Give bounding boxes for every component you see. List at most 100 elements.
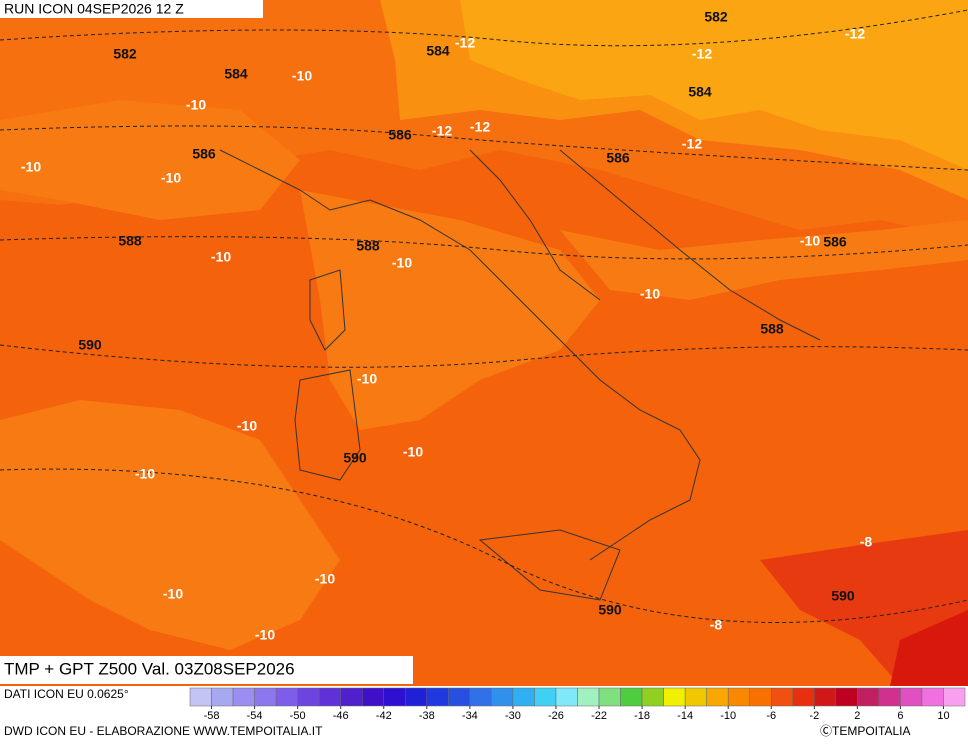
map-title: TMP + GPT Z500 Val. 03Z08SEP2026 xyxy=(4,659,295,678)
scale-tick-label: -22 xyxy=(591,710,607,722)
scale-box xyxy=(211,687,234,707)
scale-box xyxy=(232,687,255,707)
scale-box xyxy=(448,687,471,707)
scale-box xyxy=(835,687,858,707)
scale-box xyxy=(383,687,406,707)
scale-box xyxy=(491,687,514,707)
scale-box xyxy=(641,687,664,707)
scale-tick-label: 2 xyxy=(854,710,860,722)
scale-box xyxy=(598,687,621,707)
temperature-label: -8 xyxy=(860,534,873,550)
scale-box xyxy=(771,687,794,707)
geopotential-label: 586 xyxy=(606,150,630,166)
coastline xyxy=(469,149,601,301)
balkan-patch xyxy=(560,220,968,300)
temperature-label: -10 xyxy=(237,418,257,434)
scale-box xyxy=(620,687,643,707)
scale-box xyxy=(921,687,944,707)
scale-box xyxy=(943,687,966,707)
geopotential-label: 590 xyxy=(598,602,622,618)
geopotential-label: 586 xyxy=(823,234,847,250)
scale-box xyxy=(318,687,341,707)
temperature-label: -12 xyxy=(455,35,475,51)
geopotential-label: 588 xyxy=(760,321,784,337)
title-box xyxy=(0,656,413,684)
brand: ⒸTEMPOITALIA xyxy=(820,724,910,738)
scale-tick-label: -58 xyxy=(204,710,220,722)
geopotential-label: 588 xyxy=(118,233,142,249)
scale-box xyxy=(254,687,277,707)
scale-tick-label: -42 xyxy=(376,710,392,722)
temperature-label: -10 xyxy=(403,444,423,460)
scale-tick-label: -2 xyxy=(809,710,819,722)
temperature-label: -12 xyxy=(692,46,712,62)
scale-box xyxy=(297,687,320,707)
sicily xyxy=(478,529,621,601)
credit: DWD ICON EU - ELABORAZIONE WWW.TEMPOITAL… xyxy=(4,724,323,738)
coastline xyxy=(559,149,821,341)
color-scale: -58 -54 -50 -46 -42 -38 -34 -30 -26 -22 -18 -14 -10-… xyxy=(189,687,966,722)
temperature-label: -10 xyxy=(392,255,412,271)
temperature-label: -10 xyxy=(640,286,660,302)
corsica xyxy=(309,269,346,351)
temperature-label: -10 xyxy=(800,233,820,249)
scale-box xyxy=(814,687,837,707)
temperature-label: -10 xyxy=(292,68,312,84)
temperature-label: -10 xyxy=(255,627,275,643)
sardinia xyxy=(294,369,361,481)
temperature-label: -10 xyxy=(186,97,206,113)
scale-box xyxy=(857,687,880,707)
temperature-label: -10 xyxy=(135,466,155,482)
scale-tick-label: -6 xyxy=(766,710,776,722)
temperature-label: -10 xyxy=(21,159,41,175)
scale-tick-label: 6 xyxy=(897,710,903,722)
temperature-label: -12 xyxy=(470,119,490,135)
coldest-area xyxy=(460,0,968,170)
geopotential-label: 582 xyxy=(113,46,137,62)
run-label: RUN ICON 04SEP2026 12 Z xyxy=(4,1,184,17)
scale-box xyxy=(555,687,578,707)
temperature-label: -12 xyxy=(432,123,452,139)
scale-box xyxy=(577,687,600,707)
geopotential-label: 590 xyxy=(343,450,367,466)
isohypse xyxy=(0,236,968,260)
isohypse xyxy=(0,344,968,368)
temperature-label: -12 xyxy=(682,136,702,152)
coastlines xyxy=(219,149,821,601)
geopotential-label: 588 xyxy=(356,238,380,254)
temperature-label: -10 xyxy=(211,249,231,265)
scale-tick-label: -34 xyxy=(462,710,478,722)
scale-box xyxy=(340,687,363,707)
geopotential-label: 586 xyxy=(192,146,216,162)
geopotential-label: 584 xyxy=(426,43,450,59)
scale-tick-label: -50 xyxy=(290,710,306,722)
scale-tick-label: -10 xyxy=(720,710,736,722)
contour-labels: 582 584 584 -12 582 -12 -12 -10 -10 584 586 -12 -12 5… xyxy=(21,9,873,643)
isohypse xyxy=(0,468,968,623)
geopotential-label: 590 xyxy=(78,337,102,353)
scale-box xyxy=(878,687,901,707)
geopotential-label: 586 xyxy=(388,127,412,143)
geopotential-label: 582 xyxy=(704,9,728,25)
scale-box xyxy=(663,687,686,707)
temperature-label: -10 xyxy=(357,371,377,387)
temperature-label: -10 xyxy=(163,586,183,602)
scale-tick-label: -38 xyxy=(419,710,435,722)
scale-box xyxy=(275,687,298,707)
temperature-label: -10 xyxy=(161,170,181,186)
geopotential-label: 584 xyxy=(688,84,712,100)
temperature-label: -12 xyxy=(845,26,865,42)
isohypse xyxy=(0,9,968,47)
geopotential-label: 590 xyxy=(831,588,855,604)
map-field xyxy=(0,0,968,686)
scale-box xyxy=(189,687,212,707)
italy-patch xyxy=(300,190,600,430)
sea-patch xyxy=(0,400,340,650)
scale-tick-label: -18 xyxy=(634,710,650,722)
temperature-label: -8 xyxy=(710,617,723,633)
scale-box xyxy=(684,687,707,707)
scale-box xyxy=(706,687,729,707)
scale-box xyxy=(426,687,449,707)
scale-box xyxy=(900,687,923,707)
